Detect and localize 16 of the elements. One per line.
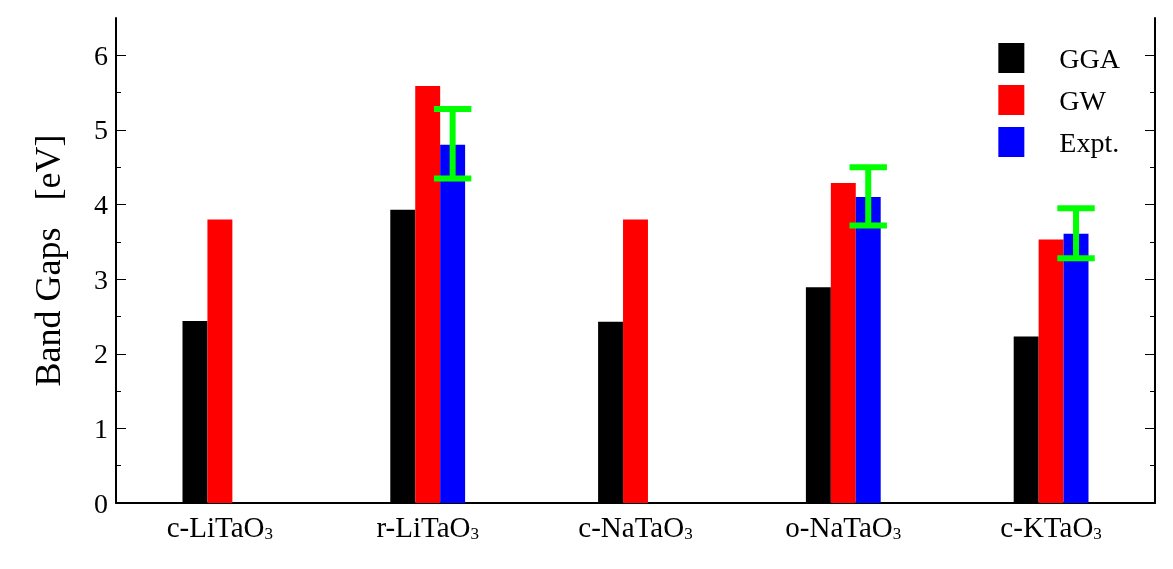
legend-label: GGA — [1059, 42, 1121, 74]
y-axis-title: Band Gaps [eV] — [28, 134, 68, 387]
legend-label: GW — [1059, 84, 1107, 116]
y-tick-label: 6 — [94, 39, 108, 71]
legend-label: Expt. — [1059, 126, 1120, 158]
bar — [623, 219, 648, 503]
y-tick-label: 3 — [94, 263, 108, 295]
bar — [415, 85, 441, 503]
bar — [830, 182, 856, 503]
y-tick-label: 5 — [94, 114, 108, 146]
bar — [207, 219, 233, 503]
y-tick-label: 2 — [94, 338, 108, 370]
y-tick-label: 4 — [94, 189, 108, 221]
bar — [1038, 239, 1064, 503]
y-tick-label: 1 — [94, 412, 108, 444]
y-tick-label: 0 — [94, 487, 108, 519]
